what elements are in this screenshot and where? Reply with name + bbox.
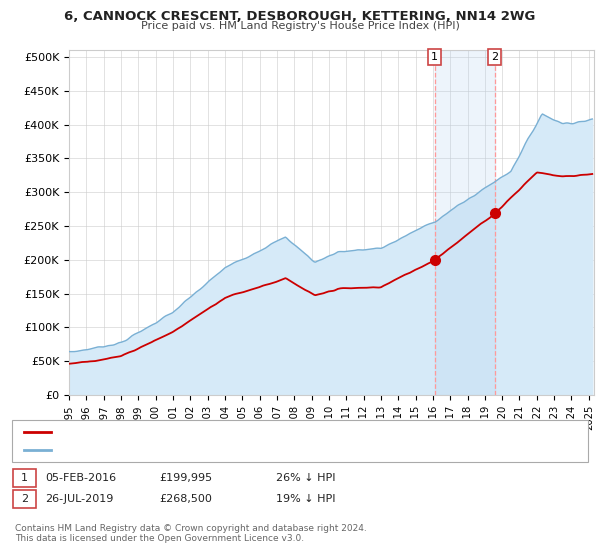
Text: 6, CANNOCK CRESCENT, DESBOROUGH, KETTERING, NN14 2WG (detached house): 6, CANNOCK CRESCENT, DESBOROUGH, KETTERI… [55, 427, 466, 437]
Text: 2: 2 [491, 52, 498, 62]
Text: 19% ↓ HPI: 19% ↓ HPI [276, 494, 335, 504]
Text: 1: 1 [431, 52, 438, 62]
Text: 26-JUL-2019: 26-JUL-2019 [45, 494, 113, 504]
Text: Contains HM Land Registry data © Crown copyright and database right 2024.
This d: Contains HM Land Registry data © Crown c… [15, 524, 367, 543]
Text: 6, CANNOCK CRESCENT, DESBOROUGH, KETTERING, NN14 2WG: 6, CANNOCK CRESCENT, DESBOROUGH, KETTERI… [64, 10, 536, 23]
Text: £199,995: £199,995 [159, 473, 212, 483]
Text: HPI: Average price, detached house, North Northamptonshire: HPI: Average price, detached house, Nort… [55, 445, 361, 455]
Text: Price paid vs. HM Land Registry's House Price Index (HPI): Price paid vs. HM Land Registry's House … [140, 21, 460, 31]
Text: £268,500: £268,500 [159, 494, 212, 504]
Text: 2: 2 [21, 494, 28, 504]
Text: 26% ↓ HPI: 26% ↓ HPI [276, 473, 335, 483]
Text: 05-FEB-2016: 05-FEB-2016 [45, 473, 116, 483]
Text: 1: 1 [21, 473, 28, 483]
Bar [434, 50, 494, 395]
